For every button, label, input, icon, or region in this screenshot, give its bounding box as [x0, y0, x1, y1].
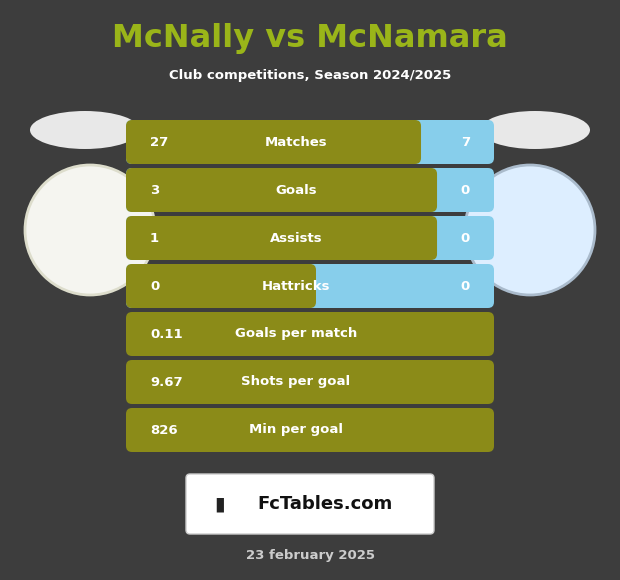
Text: Assists: Assists — [270, 231, 322, 245]
Text: Matches: Matches — [265, 136, 327, 148]
Text: Min per goal: Min per goal — [249, 423, 343, 437]
Text: 0.11: 0.11 — [150, 328, 183, 340]
Text: Shots per goal: Shots per goal — [241, 375, 350, 389]
FancyBboxPatch shape — [126, 168, 437, 212]
Text: 0: 0 — [150, 280, 159, 292]
Circle shape — [465, 165, 595, 295]
Text: ▮: ▮ — [215, 495, 226, 513]
Text: McNally vs McNamara: McNally vs McNamara — [112, 23, 508, 53]
FancyBboxPatch shape — [126, 312, 494, 356]
FancyBboxPatch shape — [126, 408, 494, 452]
Text: Club competitions, Season 2024/2025: Club competitions, Season 2024/2025 — [169, 70, 451, 82]
Circle shape — [25, 165, 155, 295]
Text: 0: 0 — [461, 280, 470, 292]
Text: Goals: Goals — [275, 183, 317, 197]
FancyBboxPatch shape — [186, 474, 434, 534]
Text: 23 february 2025: 23 february 2025 — [246, 549, 374, 561]
FancyBboxPatch shape — [126, 120, 494, 164]
FancyBboxPatch shape — [126, 264, 494, 308]
FancyBboxPatch shape — [126, 168, 494, 212]
Text: 0: 0 — [461, 183, 470, 197]
Text: 3: 3 — [150, 183, 159, 197]
Text: FcTables.com: FcTables.com — [257, 495, 392, 513]
Text: Hattricks: Hattricks — [262, 280, 330, 292]
Text: 27: 27 — [150, 136, 168, 148]
Text: Goals per match: Goals per match — [234, 328, 357, 340]
FancyBboxPatch shape — [126, 216, 494, 260]
FancyBboxPatch shape — [126, 264, 316, 308]
Text: 0: 0 — [461, 231, 470, 245]
Text: 9.67: 9.67 — [150, 375, 183, 389]
FancyBboxPatch shape — [126, 216, 437, 260]
FancyBboxPatch shape — [126, 120, 421, 164]
Text: 7: 7 — [461, 136, 470, 148]
Ellipse shape — [30, 111, 140, 149]
Text: 826: 826 — [150, 423, 177, 437]
FancyBboxPatch shape — [126, 360, 494, 404]
Ellipse shape — [480, 111, 590, 149]
Text: 1: 1 — [150, 231, 159, 245]
